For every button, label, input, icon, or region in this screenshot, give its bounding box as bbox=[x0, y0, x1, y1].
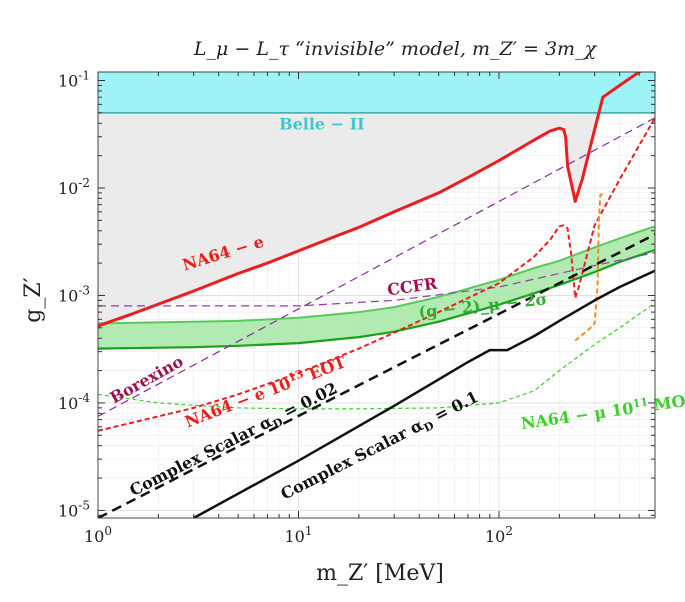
regions bbox=[98, 72, 655, 326]
region-na64-e-excluded bbox=[98, 72, 655, 326]
bands bbox=[98, 225, 655, 350]
y-tick-label: 10-1 bbox=[58, 69, 90, 91]
series-line-6 bbox=[98, 233, 655, 518]
chart-title: L_μ − L_τ “invisible” model, m_Z′ = 3m_χ bbox=[193, 38, 598, 60]
x-tick-label: 101 bbox=[284, 524, 312, 546]
series-line-3 bbox=[98, 117, 655, 432]
y-tick-label: 10-4 bbox=[58, 391, 90, 413]
y-axis-label: g_Z′ bbox=[21, 277, 46, 322]
band-g-2-mu bbox=[98, 226, 655, 349]
series-line-2 bbox=[98, 117, 655, 417]
series-line-4 bbox=[574, 192, 604, 342]
y-tick-label: 10-5 bbox=[58, 498, 90, 520]
band-g-2-mu-upper-edge bbox=[98, 225, 655, 325]
y-tick-label: 10-3 bbox=[58, 283, 90, 305]
annotation-0: Belle − II bbox=[279, 115, 365, 134]
ticks: 100 101 102 10-5 10-4 10-3 10-2 10-1 bbox=[58, 69, 656, 546]
series-line-0 bbox=[98, 72, 643, 328]
series-line-1 bbox=[98, 252, 655, 307]
y-tick-label: 10-2 bbox=[58, 176, 90, 198]
series-line-7 bbox=[193, 269, 655, 518]
x-axis-label: m_Z′ [MeV] bbox=[316, 561, 444, 586]
region-belle-ii bbox=[98, 72, 655, 113]
x-tick-label: 102 bbox=[485, 524, 513, 546]
band-g-2-mu-lower-edge bbox=[98, 248, 655, 350]
series-lines bbox=[98, 72, 655, 518]
x-tick-label: 100 bbox=[84, 524, 112, 546]
